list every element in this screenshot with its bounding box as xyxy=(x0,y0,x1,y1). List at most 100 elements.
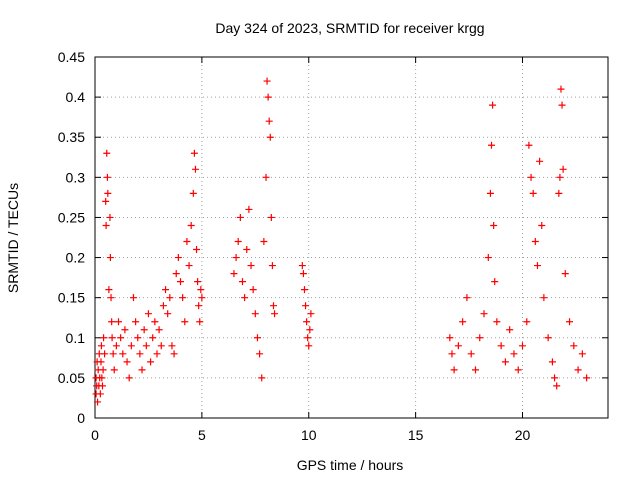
data-point xyxy=(187,221,195,229)
data-point xyxy=(258,374,266,382)
data-point xyxy=(299,270,307,278)
data-point xyxy=(558,101,566,109)
data-point xyxy=(256,350,264,358)
chart-title: Day 324 of 2023, SRMTID for receiver krg… xyxy=(215,20,484,36)
data-point xyxy=(243,246,251,254)
data-point xyxy=(108,334,116,342)
data-point xyxy=(98,374,106,382)
data-point xyxy=(514,366,522,374)
data-point xyxy=(551,374,559,382)
data-point xyxy=(510,350,518,358)
data-point xyxy=(193,246,201,254)
data-point xyxy=(533,262,541,270)
data-point xyxy=(104,189,112,197)
data-point xyxy=(555,189,563,197)
data-point xyxy=(501,358,509,366)
data-point xyxy=(144,310,152,318)
data-point xyxy=(566,318,574,326)
data-point xyxy=(100,334,108,342)
data-point xyxy=(251,310,259,318)
data-point xyxy=(96,390,104,398)
y-tick-label: 0 xyxy=(77,410,85,426)
data-point xyxy=(132,318,140,326)
data-point xyxy=(304,334,312,342)
data-point xyxy=(147,358,155,366)
data-point xyxy=(476,334,484,342)
data-point xyxy=(523,318,531,326)
data-point xyxy=(97,358,105,366)
data-point xyxy=(106,254,114,262)
data-point xyxy=(525,141,533,149)
data-point xyxy=(264,93,272,101)
data-point xyxy=(127,342,135,350)
data-point xyxy=(536,157,544,165)
data-point xyxy=(540,294,548,302)
data-point xyxy=(183,238,191,246)
data-point xyxy=(484,254,492,262)
data-point xyxy=(170,350,178,358)
data-point xyxy=(302,302,310,310)
data-point xyxy=(488,141,496,149)
x-tick-label: 20 xyxy=(515,427,531,443)
data-point xyxy=(267,213,275,221)
data-point xyxy=(102,221,110,229)
y-axis-label: SRMTID / TECUs xyxy=(5,183,21,293)
data-point xyxy=(529,189,537,197)
data-point xyxy=(123,358,131,366)
data-point xyxy=(98,382,106,390)
data-point xyxy=(561,270,569,278)
data-point xyxy=(140,326,148,334)
data-point xyxy=(578,350,586,358)
data-point xyxy=(467,350,475,358)
data-point xyxy=(298,262,306,270)
data-point xyxy=(245,205,253,213)
y-tick-label: 0.2 xyxy=(66,250,86,266)
data-point xyxy=(446,334,454,342)
data-point xyxy=(247,262,255,270)
data-point xyxy=(121,326,129,334)
data-point xyxy=(190,149,198,157)
data-point xyxy=(105,286,113,294)
data-point xyxy=(463,294,471,302)
data-point xyxy=(134,334,142,342)
data-point xyxy=(538,221,546,229)
data-point xyxy=(570,342,578,350)
y-tick-label: 0.25 xyxy=(58,209,85,225)
data-point xyxy=(471,366,479,374)
data-point xyxy=(191,165,199,173)
plot-frame xyxy=(94,56,609,419)
data-point xyxy=(544,334,552,342)
data-point xyxy=(198,294,206,302)
data-point xyxy=(142,342,150,350)
data-point xyxy=(174,254,182,262)
data-point xyxy=(149,334,157,342)
data-point xyxy=(97,342,105,350)
data-point xyxy=(262,173,270,181)
data-point xyxy=(448,350,456,358)
data-point xyxy=(196,318,204,326)
data-point xyxy=(450,366,458,374)
data-point xyxy=(157,342,165,350)
data-point xyxy=(260,238,268,246)
data-point xyxy=(185,262,193,270)
data-point xyxy=(531,238,539,246)
data-point xyxy=(480,310,488,318)
data-point xyxy=(574,366,582,374)
x-tick-label: 15 xyxy=(408,427,424,443)
data-point xyxy=(583,374,591,382)
data-point xyxy=(181,318,189,326)
data-point xyxy=(177,278,184,286)
data-point xyxy=(151,318,159,326)
x-tick-label: 0 xyxy=(91,427,99,443)
y-tick-label: 0.1 xyxy=(66,330,86,346)
data-point xyxy=(553,382,561,390)
data-point xyxy=(107,294,115,302)
data-point xyxy=(153,350,161,358)
data-point xyxy=(159,302,167,310)
data-point xyxy=(99,366,107,374)
data-point xyxy=(138,366,146,374)
data-point xyxy=(490,221,498,229)
data-point xyxy=(300,286,308,294)
data-point xyxy=(189,189,197,197)
x-axis-label: GPS time / hours xyxy=(297,457,404,473)
